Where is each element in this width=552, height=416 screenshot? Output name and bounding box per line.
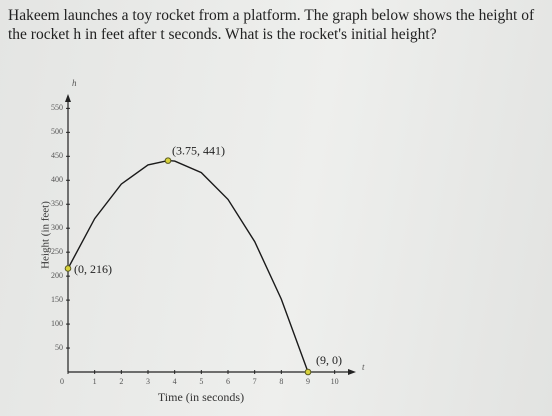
y-tick-label: 50: [55, 343, 63, 352]
x-tick-label: 3: [146, 377, 150, 386]
x-tick-label: 9: [306, 377, 310, 386]
x-tick-label: 6: [226, 377, 230, 386]
x-tick-label: 8: [279, 377, 283, 386]
y-tick-label: 150: [51, 295, 63, 304]
x-axis-label: Time (in seconds): [158, 390, 244, 404]
x-tick-label: 4: [173, 377, 177, 386]
y-tick-label: 300: [51, 223, 63, 232]
x-tick-label: 7: [253, 377, 257, 386]
point-label: (9, 0): [316, 353, 342, 367]
curve: [67, 159, 309, 373]
y-tick-label: 200: [51, 271, 63, 280]
point-marker: [304, 368, 312, 376]
x-tick-label: 10: [331, 377, 339, 386]
x-axis-name: t: [362, 362, 365, 372]
question: Hakeem launches a toy rocket from a plat…: [8, 7, 535, 43]
point-marker: [164, 157, 172, 164]
point-label: (3.75, 441): [172, 143, 225, 157]
x-tick-label: 5: [199, 377, 203, 386]
x-axis-arrow: [348, 369, 356, 375]
y-axis-name: h: [72, 78, 77, 88]
point-label: (0, 216): [74, 262, 112, 276]
x-tick-label: 2: [119, 377, 123, 386]
y-tick-label: 450: [51, 151, 63, 160]
y-tick-label: 250: [51, 247, 63, 256]
y-tick-label: 100: [51, 319, 63, 328]
y-tick-label: 400: [51, 175, 63, 184]
point-marker: [64, 265, 72, 272]
x-tick-label: 0: [60, 377, 64, 386]
y-axis-label: Height (in feet): [40, 201, 52, 269]
y-axis-arrow: [65, 94, 71, 102]
y-tick-label: 500: [51, 127, 63, 136]
x-tick-label: 1: [93, 377, 97, 386]
y-tick-label: 550: [51, 103, 63, 112]
y-tick-label: 350: [51, 199, 63, 208]
